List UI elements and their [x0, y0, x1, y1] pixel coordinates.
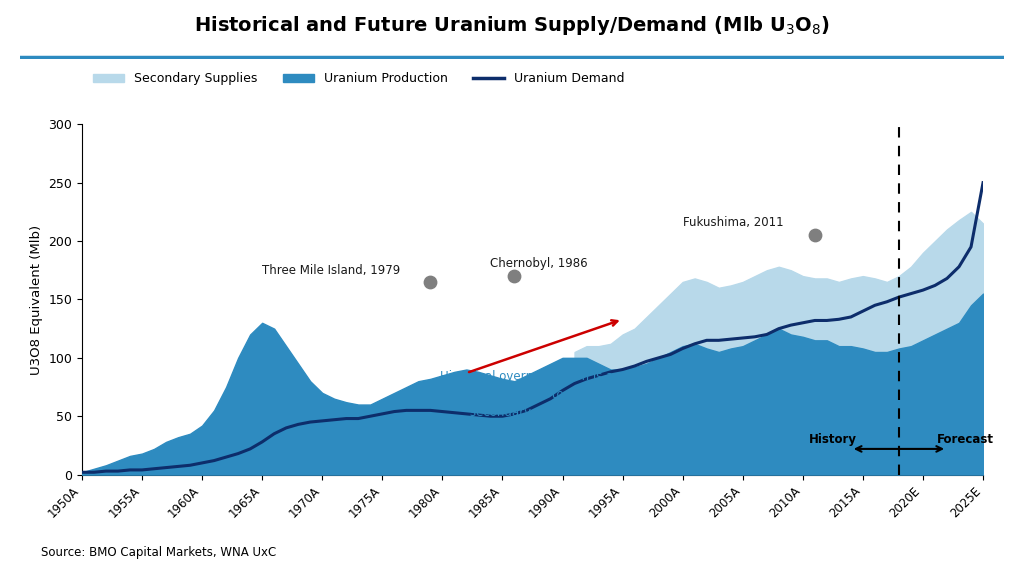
Text: Forecast: Forecast: [937, 433, 993, 446]
Point: [422, 277, 438, 286]
Point: [807, 231, 823, 240]
Text: Three Mile Island, 1979: Three Mile Island, 1979: [262, 264, 400, 277]
Point: [506, 272, 522, 281]
Text: Fukushima, 2011: Fukushima, 2011: [683, 216, 783, 229]
Y-axis label: U3O8 Equivalent (Mlb): U3O8 Equivalent (Mlb): [30, 224, 43, 375]
Text: Source: BMO Capital Markets, WNA UxC: Source: BMO Capital Markets, WNA UxC: [41, 546, 276, 559]
Legend: Secondary Supplies, Uranium Production, Uranium Demand: Secondary Supplies, Uranium Production, …: [88, 67, 630, 90]
Text: Historical overproduction is a
significant contributor to subsequent
secondary s: Historical overproduction is a significa…: [417, 370, 636, 419]
Text: History: History: [809, 433, 857, 446]
Text: Historical and Future Uranium Supply/Demand (Mlb U$_3$O$_8$): Historical and Future Uranium Supply/Dem…: [194, 14, 830, 37]
Text: Chernobyl, 1986: Chernobyl, 1986: [490, 257, 588, 270]
